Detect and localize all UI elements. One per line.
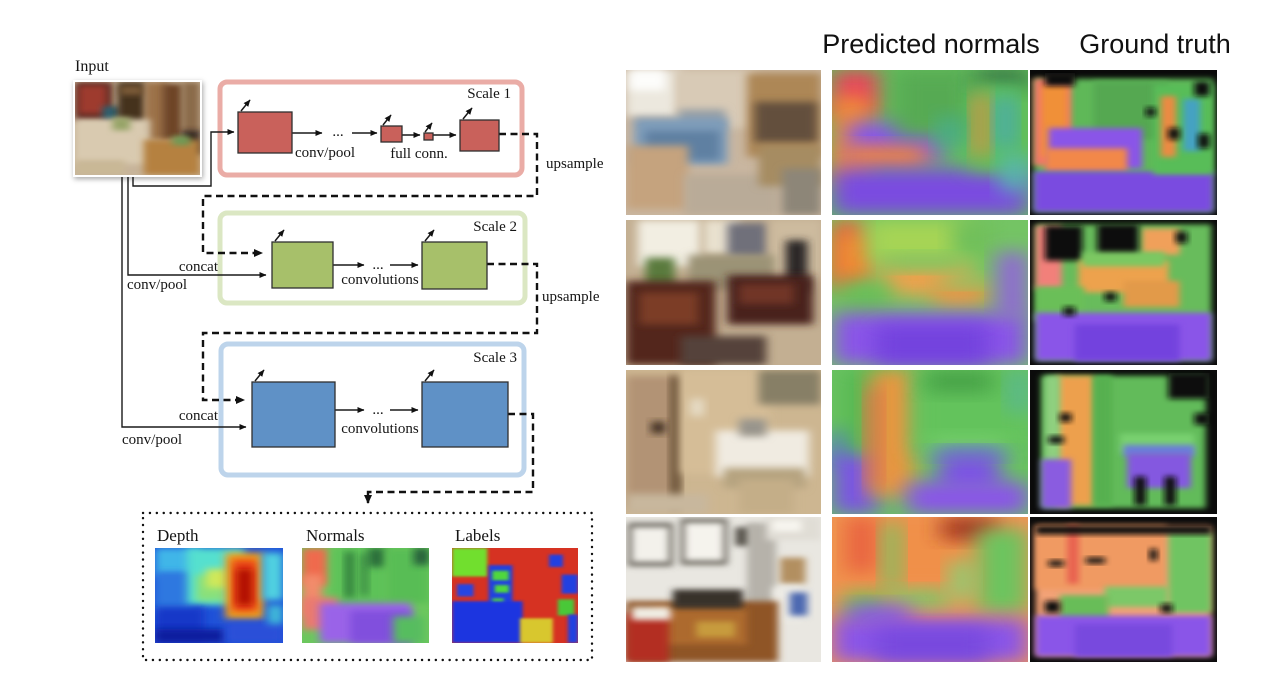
photo_livingroom-render — [626, 220, 821, 365]
scale3-featuremap-1 — [251, 381, 336, 448]
normals-output-label: Normals — [306, 526, 365, 545]
gt_normals_bathroom-render — [1030, 370, 1217, 514]
photo_bedroom-render — [626, 70, 821, 215]
normals-output-image — [302, 548, 429, 643]
result-predicted-normals-office — [832, 517, 1028, 662]
input-image — [73, 80, 202, 177]
result-ground-truth-bathroom — [1030, 370, 1217, 514]
convolutions-label-s3: convolutions — [341, 421, 419, 437]
dots-label-s2: ... — [372, 257, 383, 273]
convolutions-label-s2: convolutions — [341, 272, 419, 288]
labels_output-render — [452, 548, 578, 643]
featuremap-arrow-icon — [462, 107, 473, 120]
dots-label-s1: ... — [332, 124, 343, 140]
result-ground-truth-livingroom — [1030, 220, 1217, 365]
result-photo-bathroom — [626, 370, 821, 514]
photo_bathroom-render — [626, 370, 821, 514]
result-photo-livingroom — [626, 220, 821, 365]
result-photo-bedroom — [626, 70, 821, 215]
depth-output-image — [155, 548, 283, 643]
scale1-featuremap-2 — [380, 125, 403, 143]
input_photo-render — [75, 82, 200, 175]
featuremap-arrow-icon — [254, 369, 265, 382]
featuremap-arrow-icon — [424, 369, 435, 382]
pred_normals_bathroom-render — [832, 370, 1028, 514]
depth-output-label: Depth — [157, 526, 199, 545]
result-ground-truth-office — [1030, 517, 1217, 662]
scale1-label: Scale 1 — [467, 86, 511, 102]
result-ground-truth-bedroom — [1030, 70, 1217, 215]
conv-pool-label-s3: conv/pool — [122, 432, 182, 448]
input-label: Input — [75, 58, 109, 75]
featuremap-arrow-icon — [382, 114, 392, 126]
concat-label-s3: concat — [179, 408, 219, 424]
pred_normals_livingroom-render — [832, 220, 1028, 365]
featuremap-arrow-icon — [424, 229, 435, 242]
result-predicted-normals-livingroom — [832, 220, 1028, 365]
featuremap-arrow-icon — [424, 122, 433, 133]
scale3-label: Scale 3 — [473, 350, 517, 366]
gt_normals_livingroom-render — [1030, 220, 1217, 365]
scale1-upsample-connector — [201, 132, 539, 257]
result-predicted-normals-bedroom — [832, 70, 1028, 215]
conv-pool-label-s2: conv/pool — [127, 277, 187, 293]
outputs-dotted-box — [141, 511, 594, 662]
gt_normals_office-render — [1030, 517, 1217, 662]
scale-1-container — [217, 79, 525, 178]
scale1-featuremap-3 — [423, 132, 434, 141]
input-to-scale3-connector — [121, 177, 247, 430]
labels-output-image — [452, 548, 578, 643]
input-to-scale2-connector — [127, 177, 267, 278]
scale1-featuremap-1 — [237, 111, 293, 154]
input-to-scale1-connector — [132, 129, 235, 187]
upsample-label-s2: upsample — [542, 289, 600, 305]
labels-output-label: Labels — [455, 526, 500, 545]
pred_normals_bedroom-render — [832, 70, 1028, 215]
result-photo-office — [626, 517, 821, 662]
scale3-output-connector — [364, 412, 535, 504]
dots-label-s3: ... — [372, 402, 383, 418]
scale1-featuremap-4 — [459, 119, 500, 152]
result-predicted-normals-bathroom — [832, 370, 1028, 514]
scale2-featuremap-1 — [271, 241, 334, 289]
architecture-diagram: Input Scale 1 conv/pool ... full conn. u… — [75, 58, 604, 662]
scale3-featuremap-2 — [421, 381, 509, 448]
pred_normals_office-render — [832, 517, 1028, 662]
featuremap-arrow-icon — [240, 99, 251, 112]
concat-label-s2: concat — [179, 259, 219, 275]
full-conn-label: full conn. — [390, 146, 448, 162]
conv-pool-label-s1: conv/pool — [295, 145, 355, 161]
normals_output-render — [302, 548, 429, 643]
scale-3-container — [218, 341, 527, 478]
predicted-normals-header: Predicted normals — [822, 29, 1040, 59]
scale-2-container — [217, 210, 528, 306]
gt_normals_bedroom-render — [1030, 70, 1217, 215]
featuremap-arrow-icon — [274, 229, 285, 242]
upsample-label-s1: upsample — [546, 156, 604, 172]
depth_output-render — [155, 548, 283, 643]
ground-truth-header: Ground truth — [1079, 29, 1231, 59]
scale2-label: Scale 2 — [473, 219, 517, 235]
scale2-featuremap-2 — [421, 241, 488, 290]
photo_office-render — [626, 517, 821, 662]
